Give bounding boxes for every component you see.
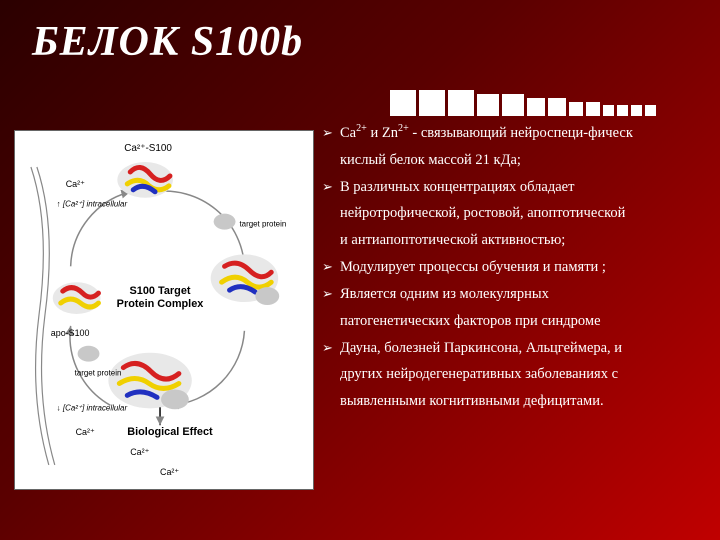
bullet-arrow-icon: ➢ — [322, 120, 340, 147]
bullet-arrow-icon: ➢ — [322, 335, 340, 362]
bullet-5-cont-1: других нейродегенеративных заболеваниях … — [322, 361, 712, 388]
diagram-label-ca1: Ca²⁺ — [66, 179, 85, 189]
bullet-2-cont-1: нейротрофической, ростовой, апоптотическ… — [322, 200, 712, 227]
bullet-5: ➢ Дауна, болезней Паркинсона, Альцгеймер… — [322, 335, 712, 362]
protein-diagram: Ca²⁺-S100 S100 Target Protein Complex Bi… — [14, 130, 314, 490]
bullet-list: ➢ Ca2+ и Zn2+ - связывающий нейроспеци-ф… — [322, 120, 712, 415]
bullet-arrow-icon: ➢ — [322, 281, 340, 308]
bullet-5-text: Дауна, болезней Паркинсона, Альцгеймера,… — [340, 335, 712, 362]
decor-squares — [390, 82, 720, 116]
bullet-1-cont: кислый белок массой 21 кДа; — [322, 147, 712, 174]
bullet-3-text: Модулирует процессы обучения и памяти ; — [340, 254, 712, 281]
diagram-label-bio: Biological Effect — [127, 426, 213, 438]
diagram-label-tp1: target protein — [239, 220, 286, 229]
diagram-label-lt: ↑ [Ca²⁺] intracellular — [57, 200, 128, 209]
bullet-arrow-icon: ➢ — [322, 174, 340, 201]
bullet-1-text: Ca2+ и Zn2+ - связывающий нейроспеци-фич… — [340, 120, 712, 147]
bullet-4: ➢ Является одним из молекулярных — [322, 281, 712, 308]
diagram-label-ca3: Ca²⁺ — [160, 467, 179, 477]
bullet-1: ➢ Ca2+ и Zn2+ - связывающий нейроспеци-ф… — [322, 120, 712, 147]
diagram-label-top: Ca²⁺-S100 — [124, 143, 172, 154]
bullet-2: ➢ В различных концентрациях обладает — [322, 174, 712, 201]
bullet-arrow-icon: ➢ — [322, 254, 340, 281]
diagram-label-c1: S100 Target — [130, 285, 191, 297]
slide-title: БЕЛОК S100b — [32, 18, 303, 66]
diagram-label-ca2: Ca²⁺ — [130, 447, 149, 457]
bullet-2-cont-2: и антиапоптотической активностью; — [322, 227, 712, 254]
diagram-label-tp2: target protein — [75, 369, 122, 378]
bullet-4-cont-1: патогенетических факторов при синдроме — [322, 308, 712, 335]
bullet-2-text: В различных концентрациях обладает — [340, 174, 712, 201]
diagram-label-apo: apo-S100 — [51, 328, 90, 338]
bullet-5-cont-2: выявленными когнитивными дефицитами. — [322, 388, 712, 415]
diagram-label-ca4: Ca²⁺ — [76, 427, 95, 437]
diagram-label-c2: Protein Complex — [117, 298, 204, 310]
bullet-3: ➢ Модулирует процессы обучения и памяти … — [322, 254, 712, 281]
bullet-4-text: Является одним из молекулярных — [340, 281, 712, 308]
diagram-label-lb: ↓ [Ca²⁺] intracellular — [57, 403, 128, 412]
